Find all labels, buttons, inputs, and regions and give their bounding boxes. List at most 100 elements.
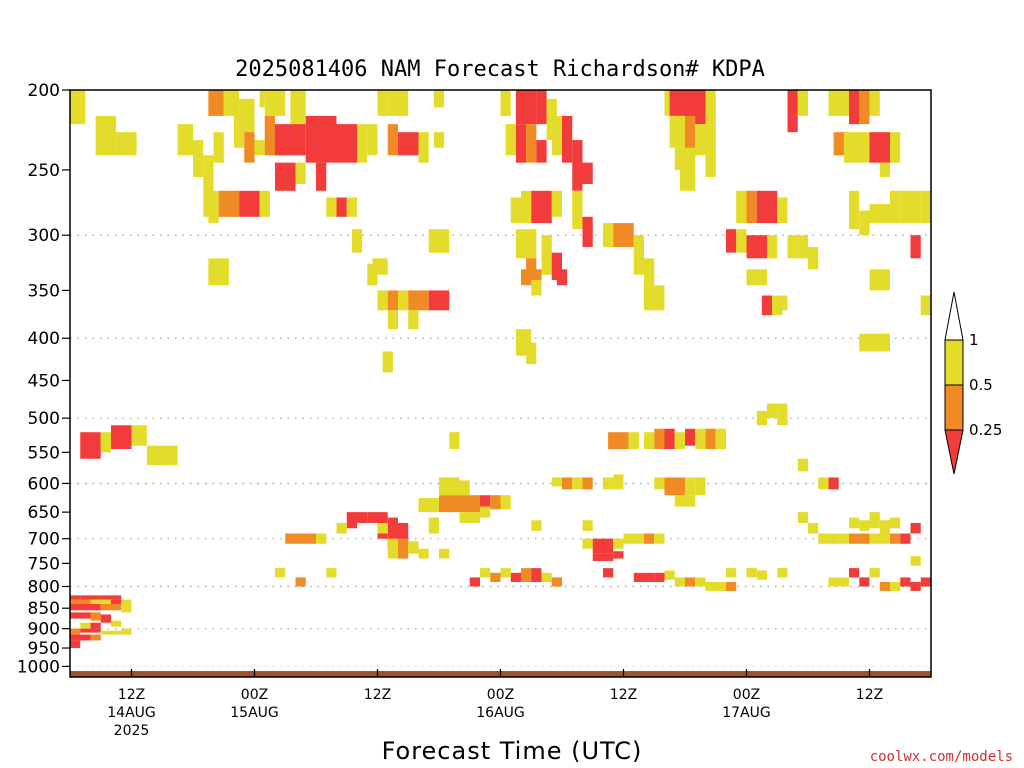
x-tick-label: 12Z — [364, 687, 391, 703]
y-tick-label: 250 — [28, 161, 60, 181]
ri-cell — [121, 628, 132, 635]
ri-cell — [275, 162, 296, 191]
ri-cell — [439, 548, 450, 559]
ri-cell — [290, 90, 306, 125]
ri-cell — [213, 132, 224, 163]
ri-cell — [900, 190, 921, 224]
ri-cell — [843, 132, 870, 163]
ri-cell — [777, 568, 788, 578]
ri-cell — [433, 132, 445, 148]
ri-cell — [152, 452, 163, 466]
ri-cell — [551, 252, 562, 281]
ri-cell — [910, 522, 921, 534]
ri-cell — [510, 572, 521, 582]
ri-cell — [439, 477, 460, 496]
ri-cell — [562, 115, 573, 163]
ri-cell — [254, 140, 265, 156]
ri-cell — [879, 162, 890, 178]
ri-cell — [623, 533, 634, 544]
ri-cell — [526, 258, 537, 275]
ri-cell — [100, 603, 122, 611]
ri-cell — [859, 210, 870, 236]
ri-cell — [818, 477, 829, 490]
ri-cell — [828, 90, 849, 116]
ri-cell — [613, 223, 634, 247]
ri-cell — [80, 628, 101, 633]
ri-cell — [736, 190, 747, 224]
ri-cell — [613, 538, 624, 549]
ri-cell — [603, 538, 614, 554]
ri-cell — [551, 577, 562, 587]
ri-cell — [582, 477, 593, 490]
ri-cell — [608, 432, 629, 450]
ri-cell — [408, 541, 419, 554]
ri-cell — [838, 577, 849, 587]
ri-cell — [644, 258, 655, 286]
ri-cell — [551, 115, 562, 156]
legend-bottom-arrow — [944, 429, 964, 475]
ri-cell — [536, 90, 547, 125]
ri-cell — [90, 599, 111, 604]
ri-cell — [582, 216, 593, 247]
ri-cell — [818, 533, 829, 544]
ri-cell — [326, 568, 337, 578]
x-tick-label: 17AUG — [722, 705, 771, 721]
ri-cell — [295, 162, 306, 184]
ri-cell — [603, 223, 614, 247]
ri-cell — [879, 520, 890, 534]
ri-cell — [808, 246, 819, 270]
ri-cell — [900, 533, 911, 544]
ri-cell — [305, 115, 337, 163]
ri-cell — [556, 269, 568, 286]
ri-cell — [582, 520, 593, 531]
ri-cell — [664, 477, 685, 496]
ri-cell — [644, 285, 665, 311]
chart-title: 2025081406 NAM Forecast Richardson# KDPA — [235, 57, 765, 82]
ri-cell — [223, 90, 240, 116]
ri-cell — [131, 425, 147, 446]
ri-cell — [541, 572, 552, 582]
ri-cell — [644, 432, 655, 450]
ri-cell — [685, 477, 696, 496]
ri-cell — [890, 517, 901, 529]
ri-cell — [398, 538, 409, 559]
ri-cell — [357, 512, 368, 523]
ri-cell — [613, 474, 624, 490]
y-tick-label: 650 — [28, 503, 60, 523]
ri-cell — [80, 595, 91, 600]
ri-cell — [398, 522, 409, 549]
ri-cell — [859, 577, 870, 587]
ri-cell — [95, 115, 117, 156]
ri-cell — [869, 90, 880, 116]
ri-cell — [480, 495, 491, 507]
ri-cell — [654, 428, 665, 450]
ri-cell — [372, 258, 388, 275]
ri-cell — [644, 572, 655, 582]
credit-text: coolwx.com/models — [870, 749, 1013, 765]
ri-cell — [715, 581, 726, 591]
ri-cell — [931, 551, 941, 561]
ri-cell — [849, 190, 860, 230]
ri-cell — [377, 522, 388, 534]
ri-cell — [685, 577, 696, 587]
ri-cell — [797, 235, 808, 259]
ri-cell — [387, 538, 398, 559]
ri-cell — [726, 568, 737, 578]
ri-cell — [90, 622, 101, 629]
ri-cell — [756, 190, 778, 224]
ri-cell — [746, 235, 767, 259]
ri-cell — [70, 90, 86, 125]
ri-cell — [695, 428, 706, 450]
ri-cell — [193, 140, 204, 178]
ri-cell — [726, 229, 737, 253]
ri-cell — [90, 612, 101, 621]
ri-cell — [654, 477, 665, 490]
ri-cell — [849, 517, 860, 529]
ri-cell — [111, 425, 132, 450]
ri-cell — [705, 428, 716, 450]
ri-cell — [920, 295, 931, 316]
ri-cell — [439, 241, 450, 253]
ri-cell — [346, 512, 357, 529]
ri-cell — [515, 124, 527, 163]
ri-cell — [480, 568, 491, 578]
